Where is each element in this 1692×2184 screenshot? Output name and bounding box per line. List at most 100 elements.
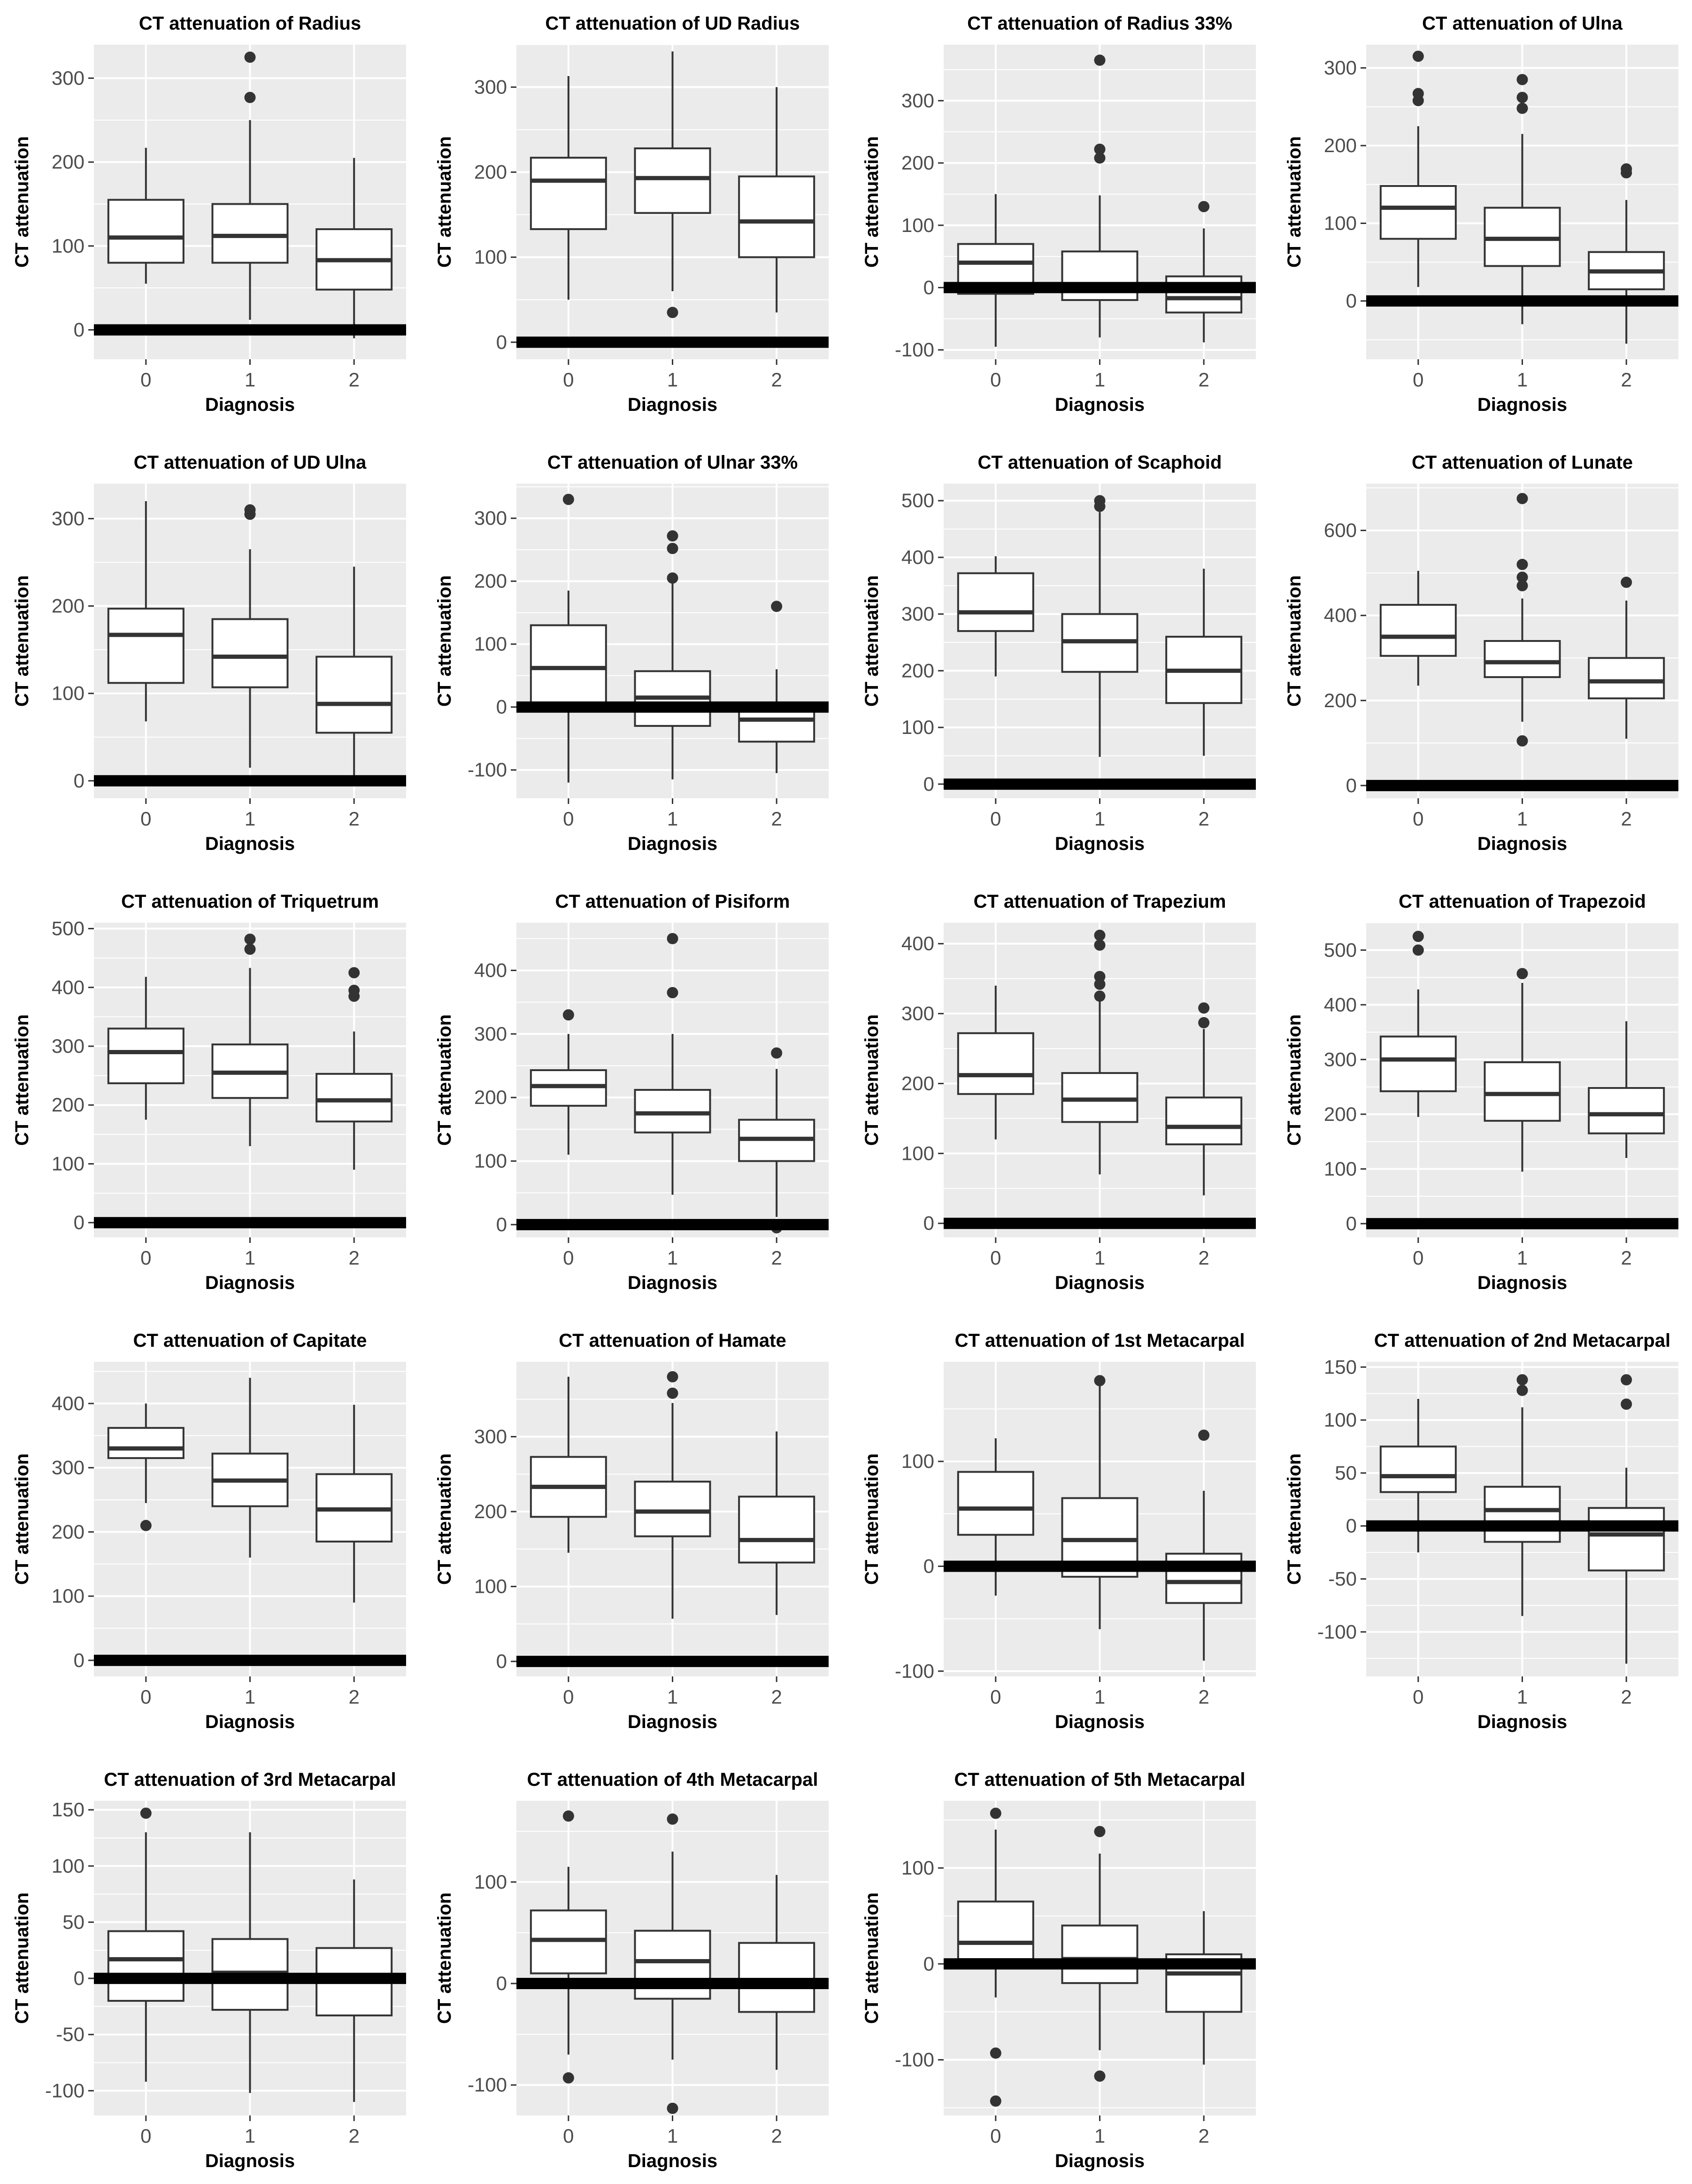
y-tick-label: 0 <box>923 1952 934 1975</box>
panel-title: CT attenuation of Trapezium <box>974 891 1226 912</box>
x-tick-label: 1 <box>1517 1686 1528 1708</box>
x-axis-label: Diagnosis <box>205 1712 295 1732</box>
x-tick-label: 0 <box>140 2125 151 2147</box>
y-tick-label: 600 <box>1324 519 1357 541</box>
y-tick-label: -100 <box>468 2074 507 2096</box>
y-tick-label: 100 <box>901 1450 934 1472</box>
y-tick-label: -50 <box>56 2023 85 2045</box>
panel-5: CT attenuation of UD Ulna 0 100 200 300 0 1 2 Di… <box>12 452 406 854</box>
y-tick-label: 400 <box>52 976 85 998</box>
x-tick-label: 2 <box>1198 369 1209 391</box>
box-iqr <box>315 656 393 734</box>
panel-title: CT attenuation of 5th Metacarpal <box>954 1769 1245 1790</box>
box-iqr <box>530 624 607 705</box>
box-iqr <box>1379 1445 1457 1493</box>
panel-title: CT attenuation of Lunate <box>1412 452 1633 473</box>
y-axis-label: CT attenuation <box>434 136 455 268</box>
box-iqr <box>1165 1096 1243 1145</box>
y-axis-label: CT attenuation <box>861 575 882 707</box>
x-tick-label: 1 <box>667 808 678 830</box>
y-axis-label: CT attenuation <box>1284 1453 1305 1585</box>
y-tick-label: -100 <box>895 1660 934 1682</box>
x-tick-label: 1 <box>245 2125 255 2147</box>
y-tick-label: 0 <box>1346 1515 1357 1537</box>
x-tick-label: 2 <box>771 369 782 391</box>
panel-title: CT attenuation of Radius 33% <box>967 13 1232 34</box>
box-iqr <box>1379 185 1457 240</box>
outlier-point <box>1621 163 1632 175</box>
y-tick-label: 200 <box>1324 689 1357 711</box>
outlier-point <box>667 307 678 318</box>
panel-title: CT attenuation of Trapezoid <box>1399 891 1646 912</box>
y-tick-label: 0 <box>496 696 507 718</box>
panel-13: CT attenuation of Capitate 0 100 200 300 400 0… <box>12 1330 406 1732</box>
box-iqr <box>634 1088 711 1134</box>
box-iqr <box>1165 275 1243 314</box>
y-axis-label: CT attenuation <box>434 1892 455 2024</box>
outlier-point <box>348 967 360 979</box>
outlier-point <box>1094 143 1106 155</box>
box-iqr <box>1588 1087 1665 1134</box>
panel-19: CT attenuation of 5th Metacarpal -100 0 100… <box>861 1769 1256 2171</box>
outlier-point <box>1516 968 1528 980</box>
panel-title: CT attenuation of Radius <box>139 13 361 34</box>
outlier-point <box>244 943 256 955</box>
y-axis-label: CT attenuation <box>861 1453 882 1585</box>
y-tick-label: 300 <box>1324 1048 1357 1070</box>
y-tick-label: 200 <box>901 659 934 681</box>
outlier-point <box>1094 971 1106 982</box>
box-iqr <box>530 156 607 230</box>
x-tick-label: 2 <box>1621 369 1631 391</box>
panel-8: CT attenuation of Lunate 0 200 400 600 0 1 2 Dia… <box>1284 452 1678 854</box>
y-tick-label: 400 <box>901 933 934 955</box>
box-iqr <box>957 1032 1034 1095</box>
x-tick-label: 0 <box>140 1247 151 1269</box>
x-tick-label: 1 <box>245 808 255 830</box>
y-tick-label: 150 <box>52 1798 85 1821</box>
box-iqr <box>634 1481 711 1537</box>
y-tick-label: 100 <box>1324 1158 1357 1180</box>
box-iqr <box>107 608 185 684</box>
box-iqr <box>738 1942 815 2013</box>
x-tick-label: 2 <box>771 1247 782 1269</box>
x-axis-label: Diagnosis <box>628 394 717 415</box>
outlier-point <box>1412 50 1424 62</box>
y-tick-label: 300 <box>52 1035 85 1057</box>
outlier-point <box>1198 201 1210 212</box>
y-tick-label: 0 <box>496 1650 507 1672</box>
outlier-point <box>1198 1002 1210 1014</box>
y-tick-label: 100 <box>901 214 934 236</box>
outlier-point <box>1094 495 1106 507</box>
outlier-point <box>244 504 256 516</box>
x-tick-label: 1 <box>245 1247 255 1269</box>
y-tick-label: 300 <box>901 603 934 625</box>
x-axis-label: Diagnosis <box>205 833 295 854</box>
panel-title: CT attenuation of 2nd Metacarpal <box>1374 1330 1670 1351</box>
y-axis-label: CT attenuation <box>1284 1014 1305 1146</box>
x-tick-label: 2 <box>348 808 359 830</box>
panel-14: CT attenuation of Hamate 0 100 200 300 0 1 2 Dia… <box>434 1330 829 1732</box>
panel-title: CT attenuation of Ulnar 33% <box>547 452 798 473</box>
y-tick-label: 50 <box>62 1911 85 1933</box>
y-axis-label: CT attenuation <box>861 1014 882 1146</box>
y-tick-label: 100 <box>1324 212 1357 234</box>
outlier-point <box>140 1807 152 1819</box>
x-tick-label: 2 <box>348 369 359 391</box>
y-tick-label: 0 <box>74 1212 85 1234</box>
panel-11: CT attenuation of Trapezium 0 100 200 300 400… <box>861 891 1256 1293</box>
box-iqr <box>107 1930 185 2002</box>
outlier-point <box>1516 1374 1528 1386</box>
panel-title: CT attenuation of UD Ulna <box>134 452 367 473</box>
panel-2: CT attenuation of UD Radius 0 100 200 300 0 1 2… <box>434 13 829 415</box>
y-tick-label: 0 <box>74 1649 85 1671</box>
x-axis-label: Diagnosis <box>628 1712 717 1732</box>
box-iqr <box>1588 1507 1665 1572</box>
y-axis-label: CT attenuation <box>12 1453 32 1585</box>
outlier-point <box>1094 152 1106 164</box>
y-tick-label: -50 <box>1328 1567 1357 1590</box>
x-tick-label: 0 <box>563 369 574 391</box>
y-tick-label: 200 <box>474 570 507 592</box>
y-tick-label: 300 <box>474 76 507 98</box>
outlier-point <box>1516 102 1528 114</box>
y-tick-label: 200 <box>901 1072 934 1094</box>
